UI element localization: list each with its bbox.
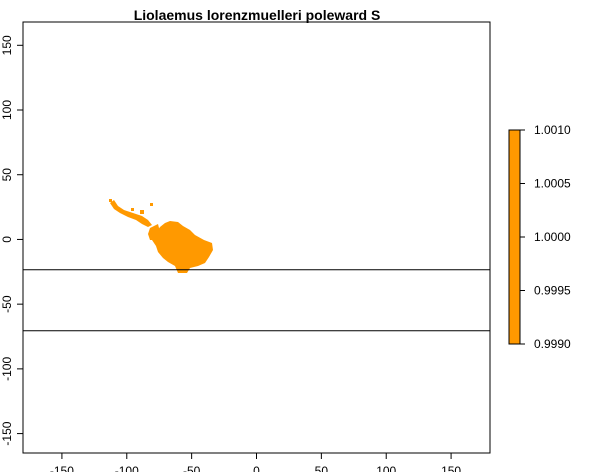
x-tick-label: -100 bbox=[115, 464, 139, 472]
legend-label: 1.0000 bbox=[534, 230, 571, 244]
x-tick-label: 150 bbox=[441, 464, 461, 472]
legend-label: 0.9995 bbox=[534, 284, 571, 298]
species-range bbox=[109, 199, 213, 273]
x-axis: -150 -100 -50 0 50 100 150 bbox=[50, 453, 461, 472]
range-main bbox=[152, 221, 213, 273]
y-tick-label: 150 bbox=[0, 35, 14, 55]
legend-label: 1.0010 bbox=[534, 123, 571, 137]
x-tick-label: 100 bbox=[376, 464, 396, 472]
reference-lines bbox=[23, 269, 490, 332]
y-axis: 150 100 50 0 -50 -100 -150 bbox=[0, 35, 23, 446]
legend-label: 0.9990 bbox=[534, 337, 571, 351]
x-tick-label: -50 bbox=[183, 464, 201, 472]
range-fragment bbox=[140, 210, 144, 214]
x-tick-label: -150 bbox=[50, 464, 74, 472]
range-central-america bbox=[110, 200, 152, 227]
range-west-lobe bbox=[148, 224, 160, 240]
legend-colorbar bbox=[508, 129, 521, 345]
range-fragment bbox=[131, 208, 134, 211]
range-fragment bbox=[109, 199, 112, 202]
map-title: Liolaemus lorenzmuelleri poleward S bbox=[134, 7, 381, 23]
x-tick-label: 50 bbox=[315, 464, 329, 472]
y-tick-label: -100 bbox=[0, 357, 14, 381]
y-tick-label: 50 bbox=[0, 168, 14, 182]
x-tick-label: 0 bbox=[253, 464, 260, 472]
y-tick-label: 100 bbox=[0, 100, 14, 120]
plot-frame bbox=[22, 21, 491, 454]
range-fragment bbox=[150, 203, 153, 206]
y-tick-label: -50 bbox=[0, 295, 14, 313]
y-tick-label: -150 bbox=[0, 421, 14, 445]
y-tick-label: 0 bbox=[0, 236, 14, 243]
legend-label: 1.0005 bbox=[534, 177, 571, 191]
legend-scale: 1.0010 1.0005 1.0000 0.9995 0.9990 bbox=[520, 123, 571, 351]
